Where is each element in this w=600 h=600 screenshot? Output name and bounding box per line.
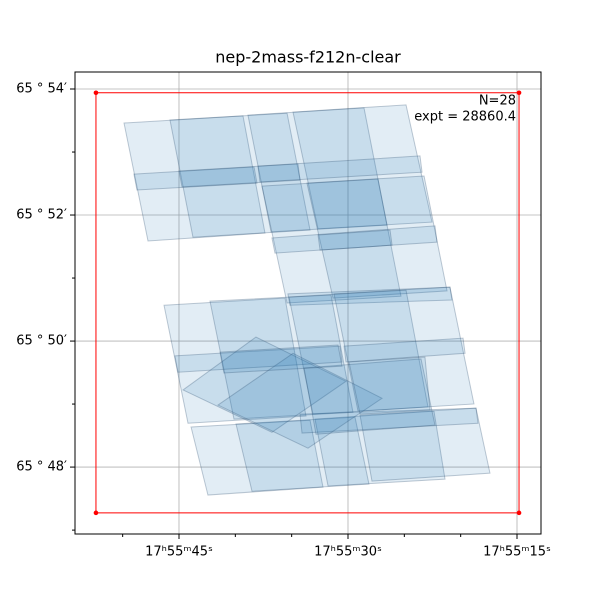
footprint bbox=[209, 294, 354, 420]
annotation: N=28 bbox=[479, 94, 516, 109]
footprint bbox=[306, 175, 448, 299]
outline-corner bbox=[93, 510, 99, 516]
footprint bbox=[333, 286, 475, 412]
outline-corner bbox=[93, 90, 99, 96]
footprint bbox=[292, 104, 433, 230]
footprint bbox=[299, 407, 479, 434]
annotation: expt = 28860.4 bbox=[414, 110, 516, 125]
footprint bbox=[123, 115, 266, 242]
footprint bbox=[303, 358, 436, 435]
x-tick-label: 17ʰ55ᵐ30ˢ bbox=[314, 545, 382, 560]
footprint bbox=[163, 297, 307, 424]
footprint bbox=[133, 166, 258, 191]
footprint bbox=[348, 356, 431, 415]
outline-corner bbox=[516, 90, 522, 96]
footprint bbox=[271, 225, 438, 254]
footprint bbox=[287, 286, 453, 306]
x-tick-label: 17ʰ55ᵐ15ˢ bbox=[483, 545, 551, 560]
plot-frame bbox=[74, 71, 542, 535]
x-tick-label: 17ʰ55ᵐ45ˢ bbox=[145, 545, 213, 560]
footprint bbox=[178, 163, 301, 188]
footprint bbox=[169, 112, 311, 238]
footprint bbox=[288, 289, 429, 415]
footprint bbox=[216, 352, 384, 449]
y-tick-label: 65 ° 52′ bbox=[16, 208, 67, 223]
footprint bbox=[314, 410, 446, 487]
footprint bbox=[359, 407, 491, 482]
footprint bbox=[235, 416, 370, 492]
footprint bbox=[247, 107, 388, 233]
footprint bbox=[343, 337, 466, 363]
footprint bbox=[317, 229, 393, 251]
outline-corner bbox=[516, 510, 522, 516]
y-tick-label: 65 ° 48′ bbox=[16, 460, 67, 475]
footprint bbox=[182, 336, 347, 433]
chart-title: nep-2mass-f212n-clear bbox=[215, 48, 401, 67]
footprint bbox=[190, 419, 324, 496]
y-tick-label: 65 ° 54′ bbox=[16, 82, 67, 97]
footprint bbox=[174, 345, 343, 373]
footprint bbox=[257, 155, 423, 183]
y-tick-label: 65 ° 50′ bbox=[16, 334, 67, 349]
footprint bbox=[219, 344, 343, 374]
footprint bbox=[261, 178, 402, 304]
